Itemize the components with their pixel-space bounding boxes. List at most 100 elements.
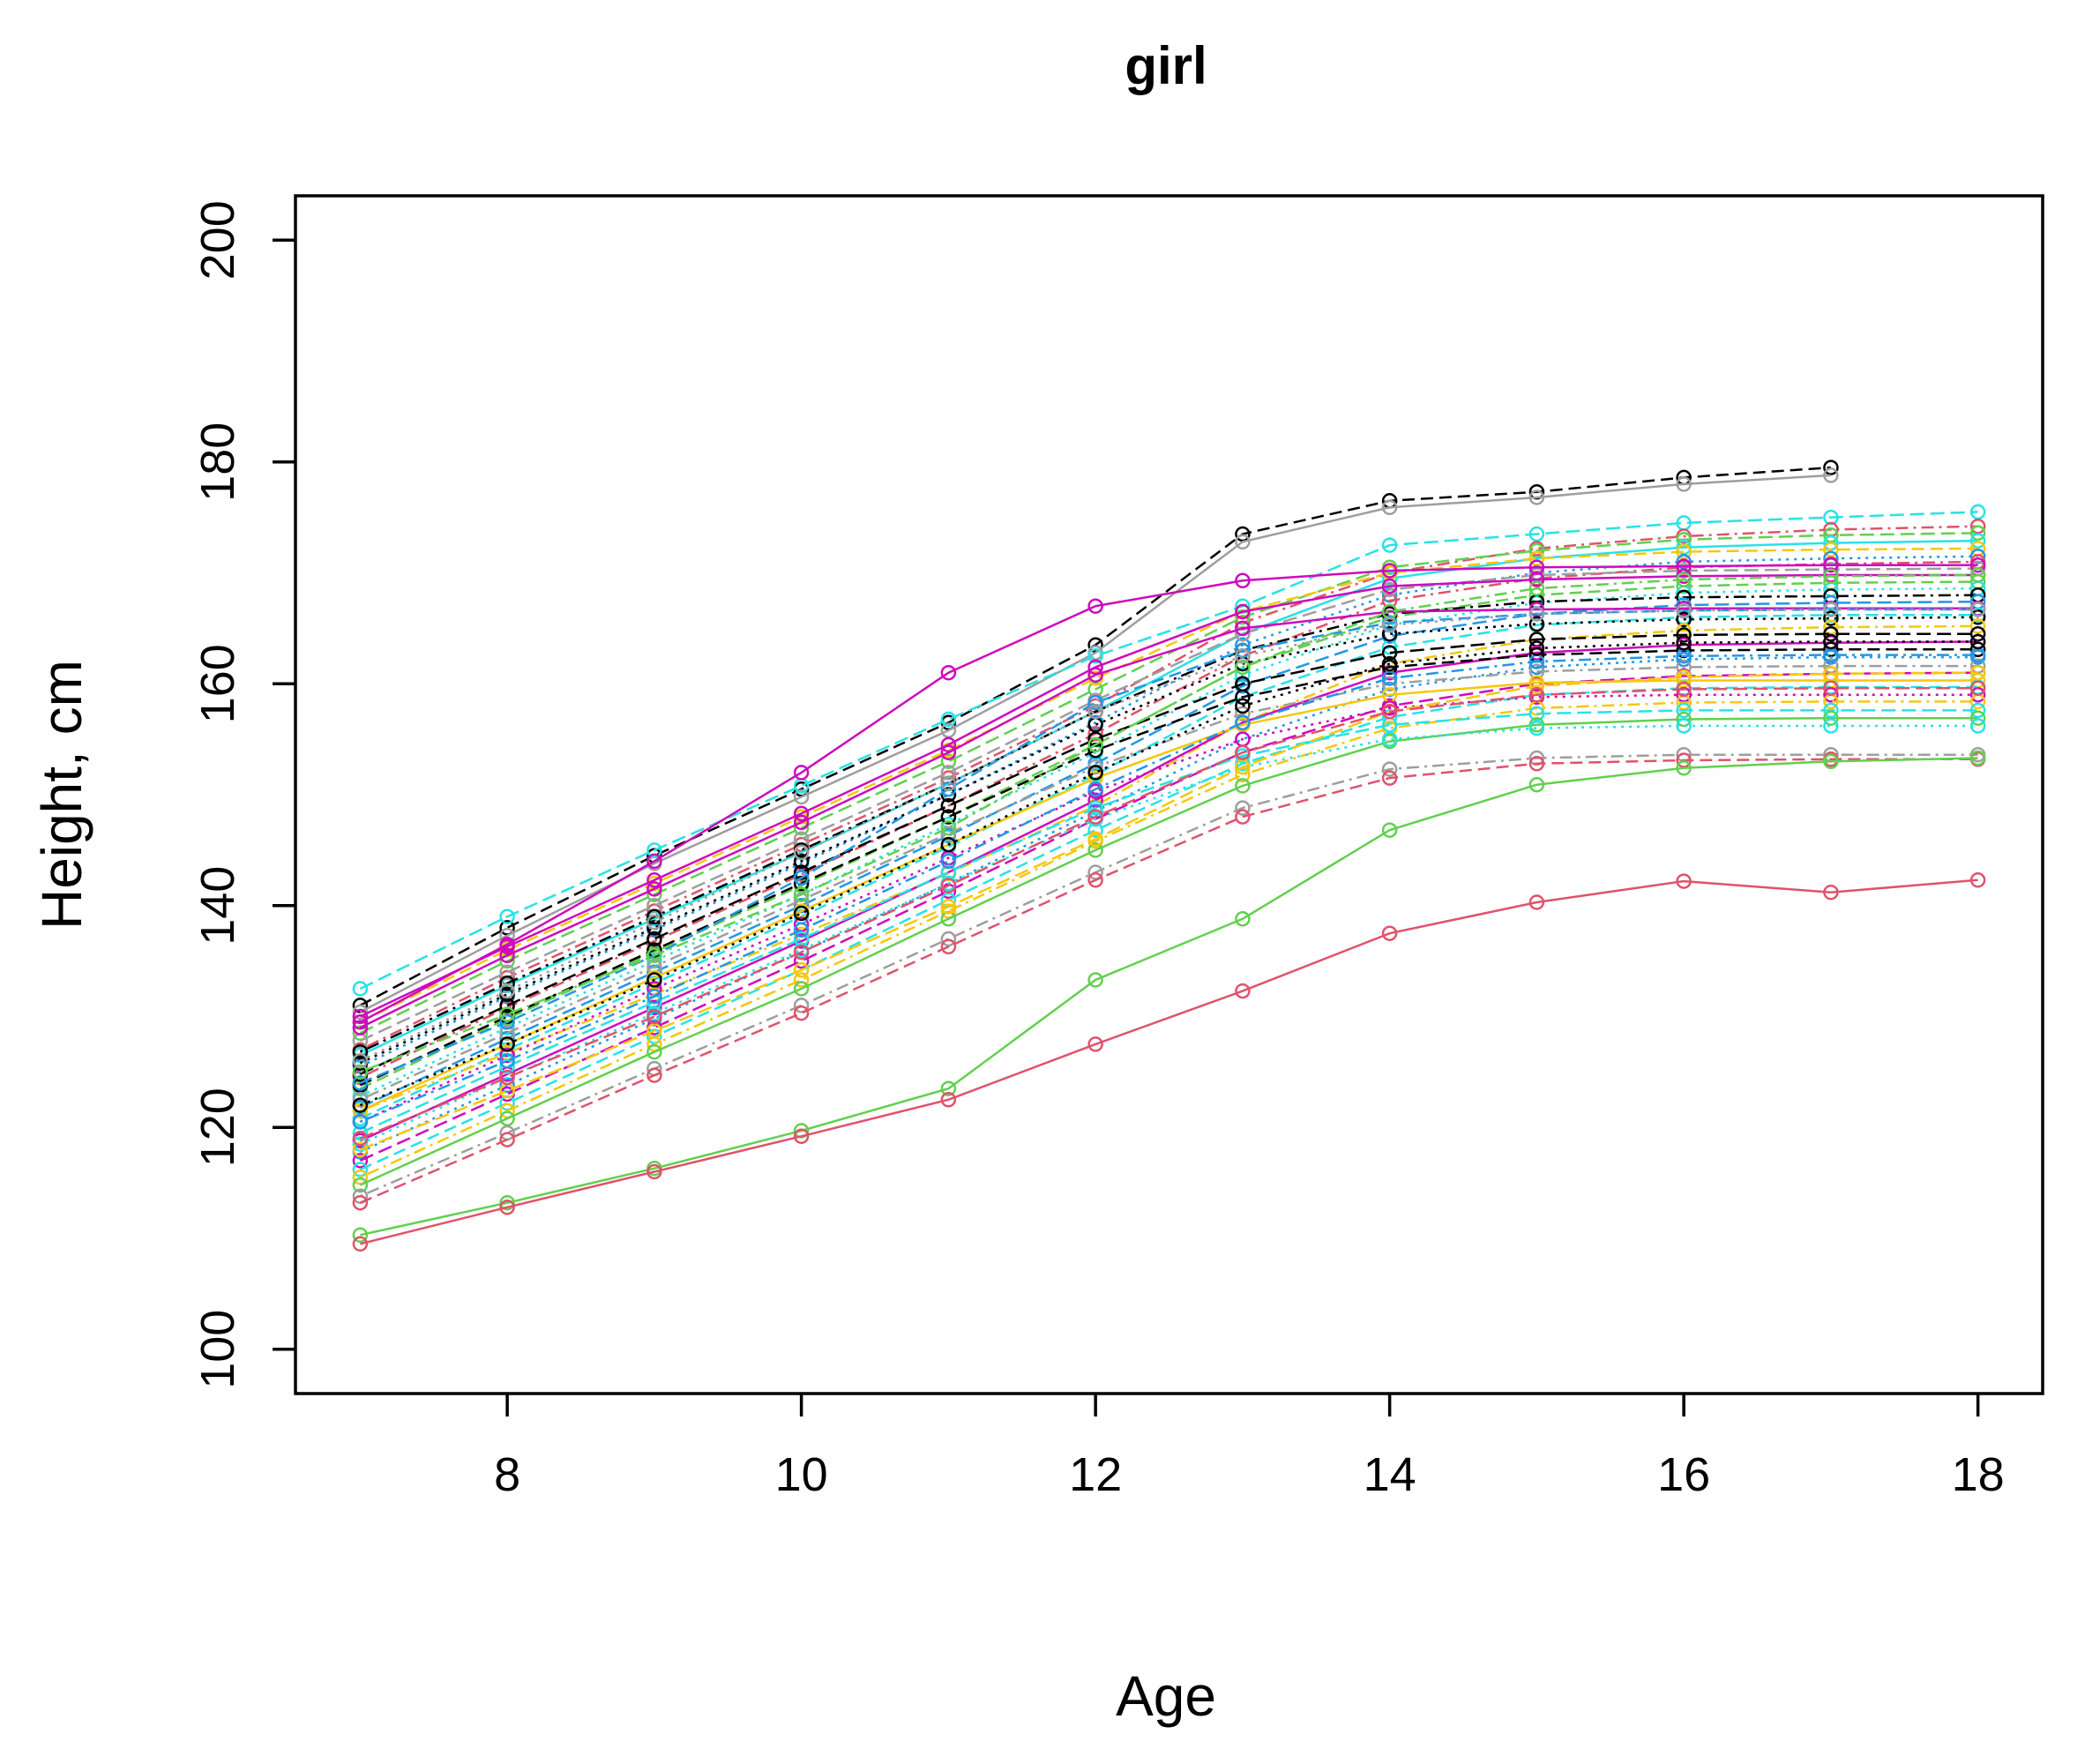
series-line — [359, 671, 1978, 1151]
data-point — [499, 975, 515, 991]
data-point — [352, 1114, 369, 1130]
data-point — [1235, 526, 1251, 542]
data-point — [646, 897, 662, 914]
data-point — [1381, 625, 1398, 642]
series-line — [359, 632, 1978, 1076]
data-point — [1676, 539, 1692, 556]
series-13 — [352, 580, 1986, 1104]
series-line — [359, 687, 1978, 1140]
data-point — [1823, 702, 1839, 719]
data-point — [499, 1058, 515, 1074]
series-line — [359, 539, 1978, 1057]
x-tick-label: 18 — [1952, 1448, 2005, 1501]
data-point — [940, 931, 957, 947]
data-point — [1823, 666, 1839, 682]
data-point — [1823, 460, 1839, 475]
series-1 — [352, 460, 1839, 1013]
data-point — [352, 1177, 369, 1193]
data-point — [352, 1053, 369, 1069]
series-31 — [352, 710, 1986, 1193]
series-42 — [352, 680, 1986, 1147]
series-line — [359, 614, 1978, 1120]
y-tick-label: 160 — [191, 644, 244, 723]
chart-title: girl — [1125, 36, 1207, 95]
data-point — [1969, 567, 1986, 583]
data-point — [1823, 680, 1839, 697]
data-point — [352, 1125, 369, 1141]
data-point — [499, 1132, 515, 1147]
data-point — [352, 1131, 369, 1147]
data-point — [793, 922, 810, 938]
data-point — [793, 1128, 810, 1145]
data-point — [1676, 711, 1692, 728]
data-point — [499, 964, 515, 980]
data-point — [499, 1200, 515, 1215]
y-axis-title: Height, cm — [30, 660, 93, 930]
series-16 — [352, 601, 1986, 1035]
series-line — [359, 624, 1978, 1112]
data-point — [1235, 714, 1251, 731]
series-line — [359, 474, 1831, 1013]
series-14 — [352, 587, 1986, 1060]
series-11 — [352, 567, 1986, 1025]
data-point — [940, 836, 957, 853]
data-point — [793, 953, 810, 969]
data-point — [1969, 633, 1986, 650]
data-point — [793, 981, 810, 997]
data-point — [499, 908, 515, 925]
data-point — [1676, 702, 1692, 719]
data-point — [1235, 689, 1251, 706]
data-point — [499, 1025, 515, 1042]
series-line — [359, 532, 1978, 1035]
data-point — [940, 819, 957, 836]
data-point — [1528, 706, 1545, 721]
data-point — [793, 944, 810, 960]
data-point — [1676, 554, 1692, 570]
data-point — [793, 814, 810, 831]
data-point — [1087, 781, 1103, 797]
data-point — [940, 753, 957, 770]
data-point — [352, 1064, 369, 1080]
series-layer — [352, 460, 1986, 1252]
data-point — [352, 1153, 369, 1169]
data-point — [1381, 761, 1398, 777]
data-point — [352, 1075, 369, 1091]
data-point — [1087, 842, 1103, 858]
data-point — [1087, 759, 1103, 775]
series-line — [359, 573, 1978, 1018]
series-line — [359, 555, 1978, 1068]
data-point — [646, 853, 662, 870]
data-point — [1528, 542, 1545, 559]
data-point — [940, 711, 957, 728]
data-point — [1823, 542, 1839, 557]
data-point — [1087, 694, 1103, 711]
data-point — [1969, 718, 1986, 734]
data-point — [646, 1067, 662, 1083]
data-point — [793, 961, 810, 978]
data-point — [940, 899, 957, 915]
series-line — [359, 664, 1978, 1101]
data-point — [1676, 718, 1692, 734]
series-line — [359, 567, 1978, 1043]
data-point — [1381, 578, 1398, 594]
series-39 — [352, 567, 1986, 1080]
data-point — [1823, 641, 1839, 658]
data-point — [1235, 620, 1251, 637]
series-34 — [352, 751, 1986, 1211]
series-line — [360, 757, 1978, 1237]
data-point — [793, 886, 810, 902]
series-17 — [352, 607, 1986, 1126]
data-point — [646, 1043, 662, 1060]
data-point — [1087, 800, 1103, 816]
series-30 — [352, 702, 1986, 1141]
series-line — [359, 758, 1978, 1204]
data-point — [1381, 655, 1398, 672]
data-point — [646, 1023, 662, 1039]
series-3 — [352, 504, 1986, 997]
data-point — [1969, 658, 1986, 674]
data-point — [1969, 518, 1986, 534]
data-point — [793, 905, 810, 922]
data-point — [1381, 770, 1398, 786]
data-point — [940, 1092, 957, 1108]
